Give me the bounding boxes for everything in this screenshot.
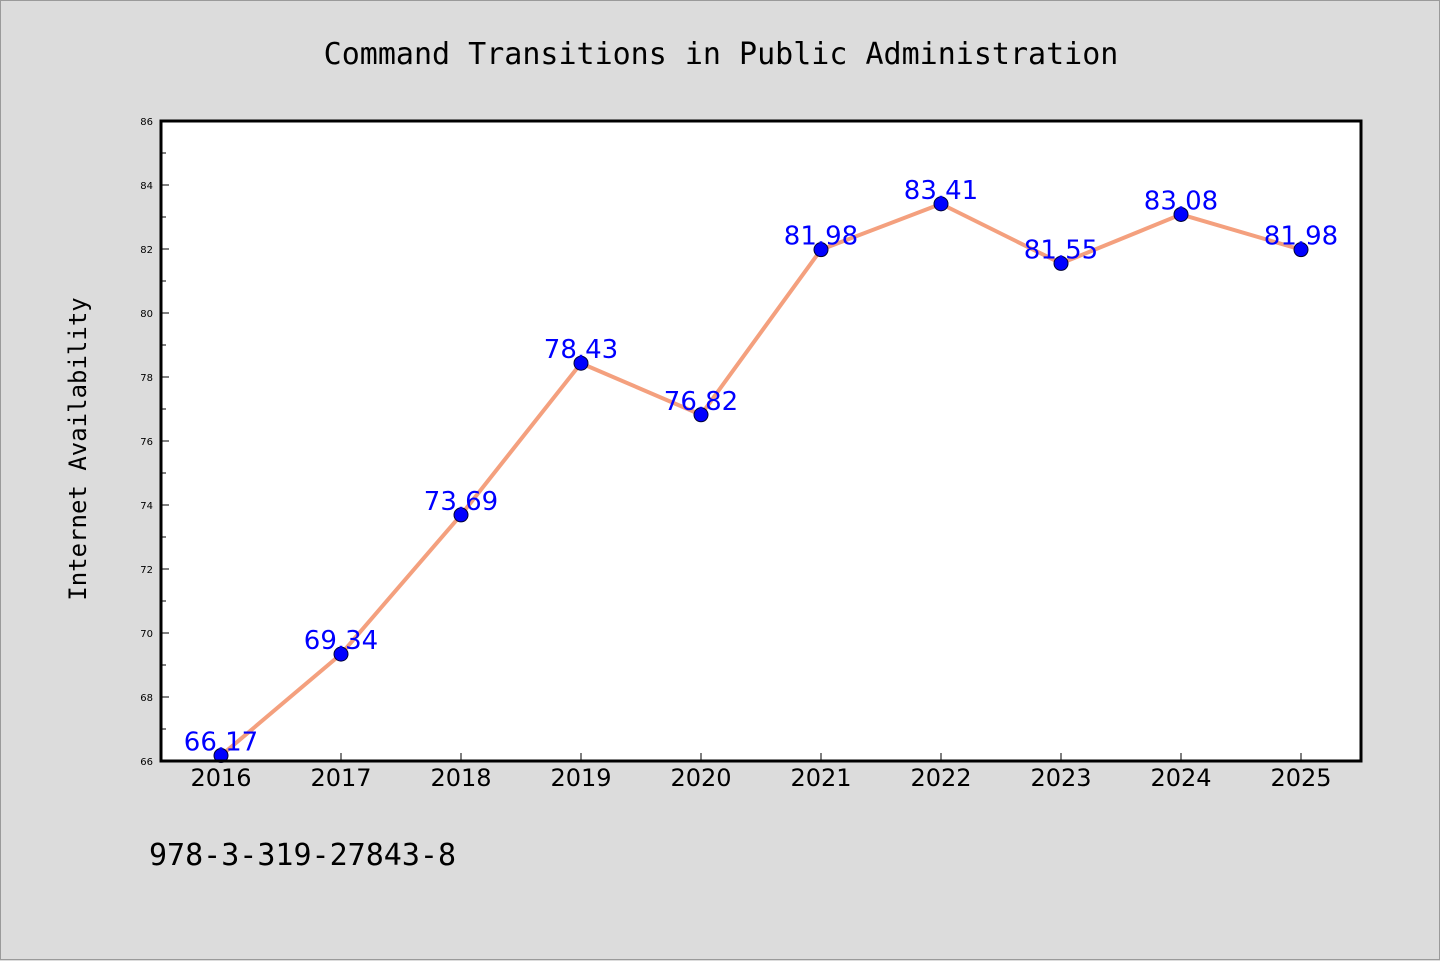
data-point (213, 748, 229, 764)
data-label: 66.17 (184, 728, 258, 758)
y-tick-label: 76 (140, 437, 153, 448)
data-label: 69.34 (304, 626, 378, 656)
y-tick-label: 82 (140, 245, 153, 256)
x-tick-label: 2018 (430, 764, 491, 792)
data-label: 83.08 (1144, 186, 1218, 216)
series-layer: 66.17 69.34 73.69 78.43 76.82 81.98 83.41 81.55… (184, 176, 1338, 764)
y-tick-label: 66 (140, 757, 153, 768)
plot-frame (159, 119, 1363, 763)
data-point (1173, 206, 1189, 222)
data-label: 78.43 (544, 335, 618, 365)
x-tick-label: 2025 (1270, 764, 1331, 792)
y-tick-label: 68 (140, 693, 153, 704)
data-label: 81.98 (784, 222, 858, 252)
y-tick-label: 74 (140, 501, 153, 512)
data-label: 81.55 (1024, 235, 1098, 265)
x-tick-label: 2021 (790, 764, 851, 792)
data-label: 83.41 (904, 176, 978, 206)
data-point (1293, 242, 1309, 258)
data-label: 76.82 (664, 387, 738, 417)
plot-area (161, 121, 1361, 761)
footer-isbn: 978-3-319-27843-8 (149, 838, 456, 873)
axes: 66 68 70 72 74 76 78 80 82 84 86 2016 2017 2018 2019 20… (140, 117, 1331, 792)
y-tick-label: 86 (140, 117, 153, 128)
y-tick-label: 78 (140, 373, 153, 384)
x-tick-label: 2016 (190, 764, 251, 792)
y-tick-label: 80 (140, 309, 153, 320)
data-label: 81.98 (1264, 222, 1338, 252)
x-tick-label: 2024 (1150, 764, 1211, 792)
chart-title: Command Transitions in Public Administra… (324, 37, 1119, 72)
x-tick-label: 2020 (670, 764, 731, 792)
data-point (1053, 255, 1069, 271)
x-tick-label: 2023 (1030, 764, 1091, 792)
y-tick-label: 84 (140, 181, 153, 192)
x-tick-label: 2017 (310, 764, 371, 792)
data-point (693, 407, 709, 423)
x-tick-label: 2022 (910, 764, 971, 792)
data-label: 73.69 (424, 487, 498, 517)
y-tick-label: 72 (140, 565, 153, 576)
data-point (933, 196, 949, 212)
data-point (813, 242, 829, 258)
data-point (333, 646, 349, 662)
y-tick-label: 70 (140, 629, 153, 640)
y-axis-label: Internet Availability (64, 297, 92, 600)
data-point (453, 507, 469, 523)
data-point (573, 355, 589, 371)
x-tick-label: 2019 (550, 764, 611, 792)
series-line (219, 201, 1303, 758)
